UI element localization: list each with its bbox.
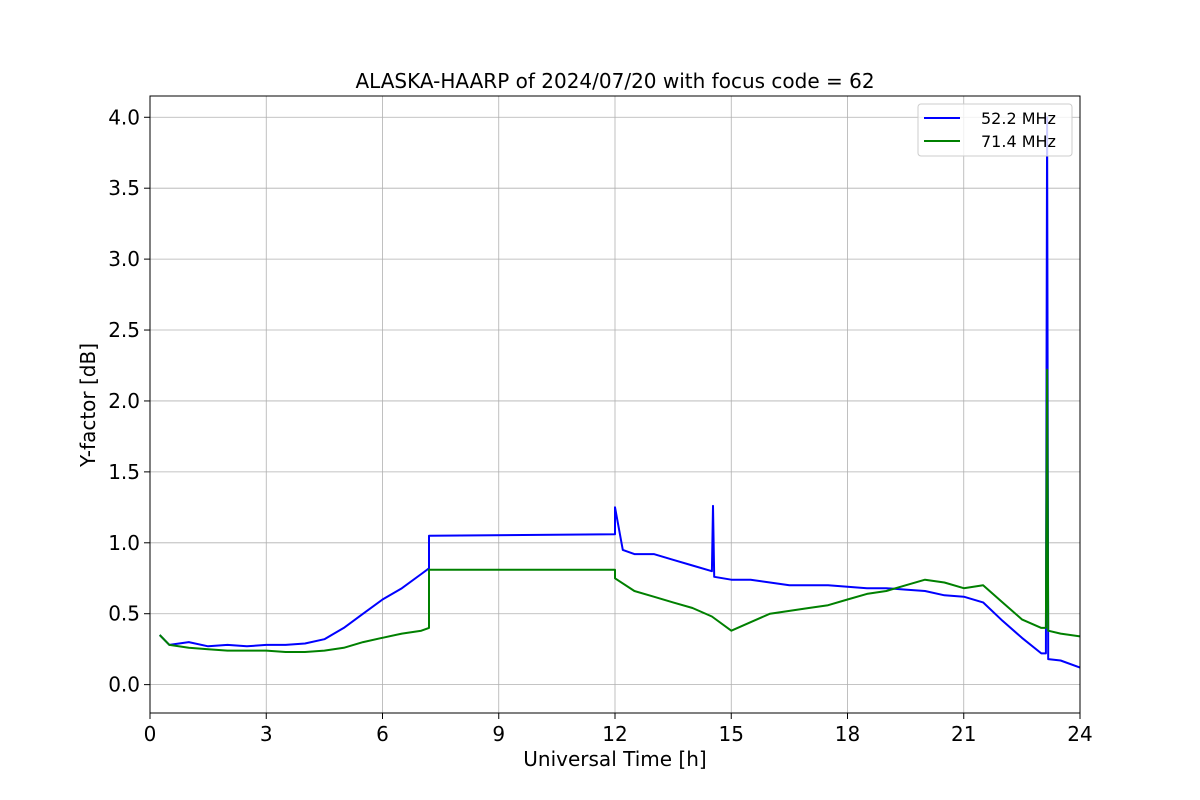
y-tick-label: 3.5 (108, 176, 140, 200)
y-axis-label: Y-factor [dB] (76, 343, 100, 468)
x-axis-label: Universal Time [h] (523, 747, 706, 771)
legend-label-52-2-mhz: 52.2 MHz (981, 109, 1056, 128)
x-tick-label: 15 (719, 722, 744, 746)
series-layer (158, 116, 1081, 669)
x-tick-label: 3 (260, 722, 273, 746)
legend-label-71-4-mhz: 71.4 MHz (981, 132, 1056, 151)
series-line-71-4-mhz (158, 368, 1081, 653)
x-tick-label: 18 (835, 722, 860, 746)
x-tick-label: 6 (376, 722, 389, 746)
x-tick-label: 9 (492, 722, 505, 746)
x-tick-label: 0 (144, 722, 157, 746)
y-tick-label: 2.0 (108, 389, 140, 413)
y-tick-label: 2.5 (108, 318, 140, 342)
y-tick-label: 1.5 (108, 460, 140, 484)
series-line-52-2-mhz (158, 116, 1081, 669)
y-tick-label: 0.5 (108, 602, 140, 626)
x-tick-label: 12 (602, 722, 627, 746)
y-tick-label: 1.0 (108, 531, 140, 555)
y-tick-label: 4.0 (108, 105, 140, 129)
y-tick-label: 3.0 (108, 247, 140, 271)
x-tick-label: 24 (1067, 722, 1092, 746)
legend: 52.2 MHz 71.4 MHz (917, 103, 1073, 157)
y-tick-label: 0.0 (108, 673, 140, 697)
ticks: 0 3 6 9 12 15 18 21 24 0.0 0.5 1.0 1.5 2.0 2.5 3.0 3.5 4.… (108, 105, 1093, 746)
chart-title: ALASKA-HAARP of 2024/07/20 with focus co… (355, 69, 874, 93)
x-tick-label: 21 (951, 722, 976, 746)
